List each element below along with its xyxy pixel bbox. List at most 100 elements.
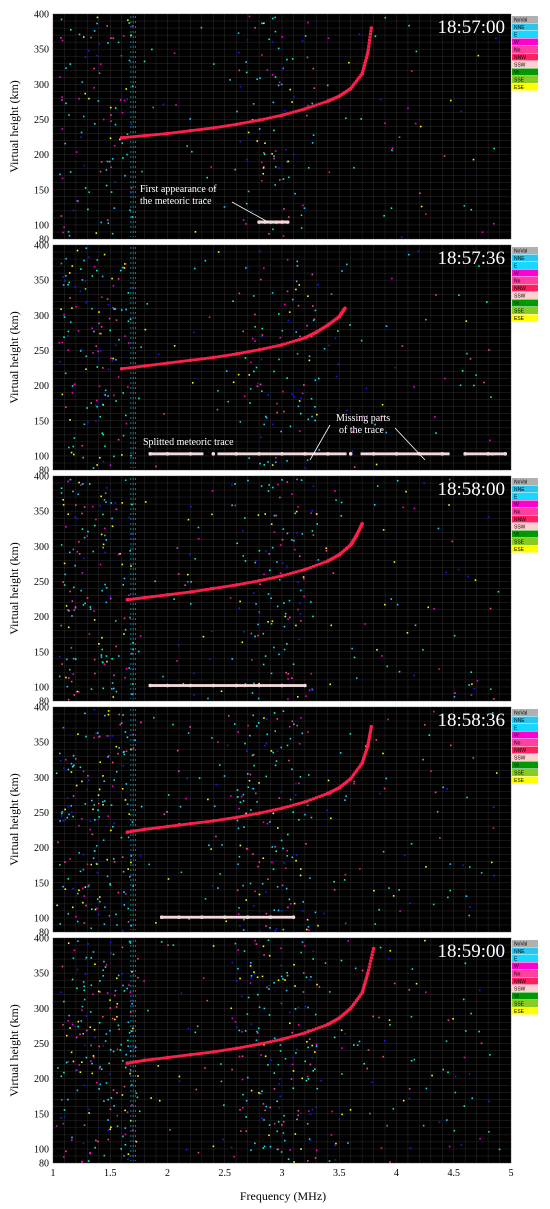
noise-dot <box>251 337 254 340</box>
trace-dot <box>231 684 235 687</box>
trace-dot <box>286 341 290 345</box>
trace-dot <box>397 452 401 456</box>
noise-dot <box>75 1069 78 1072</box>
noise-dot <box>84 280 87 282</box>
trace-dot <box>300 452 304 456</box>
trace-dot <box>266 684 270 687</box>
noise-dot <box>315 1045 318 1048</box>
trace-dot <box>246 120 250 124</box>
noise-dot <box>64 372 67 375</box>
noise-dot <box>85 956 88 959</box>
noise-dot <box>261 327 264 330</box>
noise-dot <box>100 533 103 536</box>
noise-dot <box>110 952 112 955</box>
noise-dot <box>106 875 109 878</box>
noise-dot <box>82 1142 85 1145</box>
noise-dot <box>71 307 73 309</box>
noise-dot <box>268 1134 270 1137</box>
trace-dot <box>246 581 250 585</box>
trace-dot <box>220 585 224 589</box>
noise-dot <box>127 19 129 22</box>
noise-dot <box>79 1033 81 1036</box>
noise-dot <box>204 898 207 900</box>
trace-dot <box>364 748 369 752</box>
trace-dot <box>437 452 442 456</box>
noise-dot <box>176 547 179 549</box>
trace-dot <box>180 359 184 363</box>
noise-dot <box>362 415 365 418</box>
legend-label: ESE <box>514 547 525 553</box>
noise-dot <box>262 821 265 824</box>
noise-dot <box>291 58 294 60</box>
y-tick-label: 80 <box>39 466 49 477</box>
trace-dot <box>365 974 369 978</box>
noise-dot <box>89 1026 92 1028</box>
legend-label: W <box>514 502 519 508</box>
noise-dot <box>105 169 108 171</box>
trace-dot <box>306 567 310 570</box>
trace-dot <box>300 568 304 572</box>
noise-dot <box>328 1160 331 1162</box>
trace-dot <box>254 348 258 352</box>
trace-dot <box>205 820 210 824</box>
trace-dot <box>367 45 371 48</box>
trace-dot <box>177 130 181 134</box>
data-point <box>303 567 307 572</box>
trace-dot <box>277 915 281 919</box>
trace-dot <box>138 1059 142 1063</box>
noise-dot <box>86 788 89 791</box>
noise-dot <box>261 975 264 978</box>
trace-dot <box>297 684 301 687</box>
noise-dot <box>88 779 90 782</box>
trace-dot <box>277 344 281 347</box>
noise-dot <box>254 890 256 893</box>
noise-dot <box>347 939 350 942</box>
noise-dot <box>167 878 170 880</box>
noise-dot <box>83 895 86 897</box>
noise-dot <box>262 1103 265 1105</box>
noise-dot <box>270 523 273 525</box>
noise-dot <box>98 1045 101 1048</box>
noise-dot <box>111 825 114 828</box>
trace-dot <box>420 452 424 456</box>
noise-dot <box>236 110 238 113</box>
legend-label: No <box>514 48 521 54</box>
noise-dot <box>297 581 300 583</box>
noise-dot <box>271 464 274 466</box>
noise-dot <box>245 71 248 74</box>
trace-dot <box>364 750 368 754</box>
legend-swatch <box>512 731 538 739</box>
noise-dot <box>106 487 108 489</box>
noise-dot <box>62 1122 65 1125</box>
noise-dot <box>481 231 484 233</box>
noise-dot <box>393 982 396 985</box>
noise-dot <box>211 737 213 739</box>
noise-dot <box>303 207 306 210</box>
noise-dot <box>71 811 73 813</box>
noise-dot <box>286 642 288 645</box>
noise-dot <box>326 809 328 812</box>
noise-dot <box>280 791 283 793</box>
noise-dot <box>72 765 75 768</box>
trace-dot <box>351 83 356 87</box>
trace-dot <box>223 452 227 456</box>
data-point <box>337 314 342 319</box>
noise-dot <box>194 1031 197 1034</box>
trace-dot <box>361 986 366 990</box>
noise-dot <box>277 47 280 50</box>
noise-dot <box>413 674 415 677</box>
noise-dot <box>63 767 65 770</box>
noise-dot <box>63 562 66 565</box>
legend-swatch <box>512 709 538 716</box>
noise-dot <box>111 682 114 684</box>
noise-dot <box>286 290 289 293</box>
noise-dot <box>249 388 252 390</box>
noise-dot <box>103 800 106 802</box>
trace-dot <box>251 915 255 919</box>
noise-dot <box>83 1124 86 1127</box>
noise-dot <box>267 490 270 492</box>
noise-dot <box>476 494 478 496</box>
noise-dot <box>60 1075 63 1078</box>
legend-label: E <box>514 957 518 963</box>
noise-dot <box>122 434 125 437</box>
